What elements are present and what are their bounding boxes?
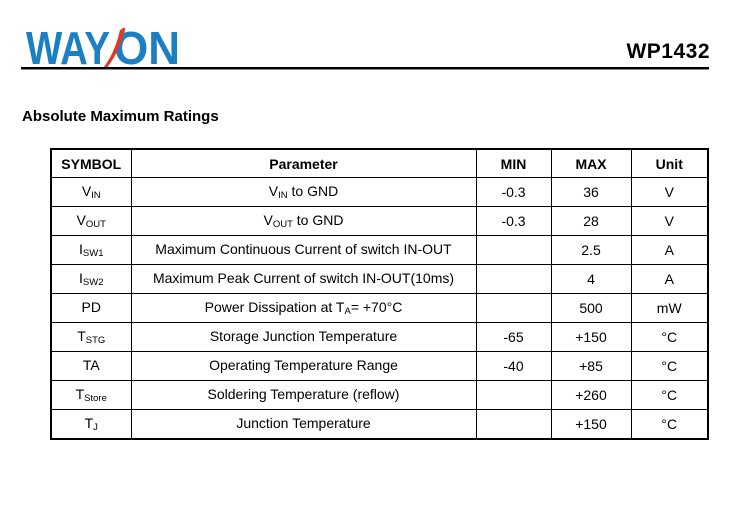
header-rule xyxy=(21,67,709,70)
unit-cell: mW xyxy=(630,293,709,323)
parameter-cell: Storage Junction Temperature xyxy=(130,322,477,352)
unit-cell: °C xyxy=(630,380,709,410)
table-row: ISW2 Maximum Peak Current of switch IN-O… xyxy=(50,264,709,294)
min-cell xyxy=(475,409,552,440)
min-cell: -65 xyxy=(475,322,552,352)
col-header-min: MIN xyxy=(475,148,552,178)
min-cell: -40 xyxy=(475,351,552,381)
min-cell xyxy=(475,264,552,294)
table-header-row: SYMBOL Parameter MIN MAX Unit xyxy=(50,148,709,178)
max-cell: +150 xyxy=(550,409,632,440)
min-cell: -0.3 xyxy=(475,177,552,207)
col-header-max: MAX xyxy=(550,148,632,178)
max-cell: 36 xyxy=(550,177,632,207)
wayon-logo: WAY ON xyxy=(26,22,180,70)
parameter-cell: Operating Temperature Range xyxy=(130,351,477,381)
parameter-cell: Power Dissipation at TA= +70°C xyxy=(130,293,477,323)
section-title: Absolute Maximum Ratings xyxy=(22,108,219,125)
min-cell xyxy=(475,293,552,323)
unit-cell: A xyxy=(630,235,709,265)
unit-cell: V xyxy=(630,206,709,236)
col-header-symbol: SYMBOL xyxy=(50,148,132,178)
parameter-cell: Maximum Peak Current of switch IN-OUT(10… xyxy=(130,264,477,294)
parameter-cell: VOUT to GND xyxy=(130,206,477,236)
parameter-cell: Soldering Temperature (reflow) xyxy=(130,380,477,410)
unit-cell: V xyxy=(630,177,709,207)
table-row: ISW1 Maximum Continuous Current of switc… xyxy=(50,235,709,265)
max-cell: 500 xyxy=(550,293,632,323)
max-cell: 2.5 xyxy=(550,235,632,265)
parameter-cell: Maximum Continuous Current of switch IN-… xyxy=(130,235,477,265)
table-row: VIN VIN to GND -0.3 36 V xyxy=(50,177,709,207)
table-row: TJ Junction Temperature +150 °C xyxy=(50,409,709,440)
min-cell xyxy=(475,235,552,265)
unit-cell: A xyxy=(630,264,709,294)
table-row: VOUT VOUT to GND -0.3 28 V xyxy=(50,206,709,236)
col-header-parameter: Parameter xyxy=(130,148,477,178)
unit-cell: °C xyxy=(630,351,709,381)
max-cell: +85 xyxy=(550,351,632,381)
logo-text-way: WAY xyxy=(26,22,110,70)
col-header-unit: Unit xyxy=(630,148,709,178)
unit-cell: °C xyxy=(630,322,709,352)
table-row: PD Power Dissipation at TA= +70°C 500 mW xyxy=(50,293,709,323)
max-cell: +260 xyxy=(550,380,632,410)
table-row: TStore Soldering Temperature (reflow) +2… xyxy=(50,380,709,410)
min-cell xyxy=(475,380,552,410)
max-cell: +150 xyxy=(550,322,632,352)
parameter-cell: VIN to GND xyxy=(130,177,477,207)
part-number: WP1432 xyxy=(626,40,710,63)
table-row: TSTG Storage Junction Temperature -65 +1… xyxy=(50,322,709,352)
symbol-cell: TStore xyxy=(50,380,132,410)
max-cell: 28 xyxy=(550,206,632,236)
symbol-cell: PD xyxy=(50,293,132,323)
unit-cell: °C xyxy=(630,409,709,440)
symbol-cell: TJ xyxy=(50,409,132,440)
parameter-cell: Junction Temperature xyxy=(130,409,477,440)
symbol-cell: ISW2 xyxy=(50,264,132,294)
symbol-cell: ISW1 xyxy=(50,235,132,265)
max-cell: 4 xyxy=(550,264,632,294)
symbol-cell: TA xyxy=(50,351,132,381)
absolute-maximum-ratings-table: SYMBOL Parameter MIN MAX Unit VIN VIN to… xyxy=(50,148,709,440)
table-row: TA Operating Temperature Range -40 +85 °… xyxy=(50,351,709,381)
symbol-cell: TSTG xyxy=(50,322,132,352)
symbol-cell: VIN xyxy=(50,177,132,207)
symbol-cell: VOUT xyxy=(50,206,132,236)
min-cell: -0.3 xyxy=(475,206,552,236)
